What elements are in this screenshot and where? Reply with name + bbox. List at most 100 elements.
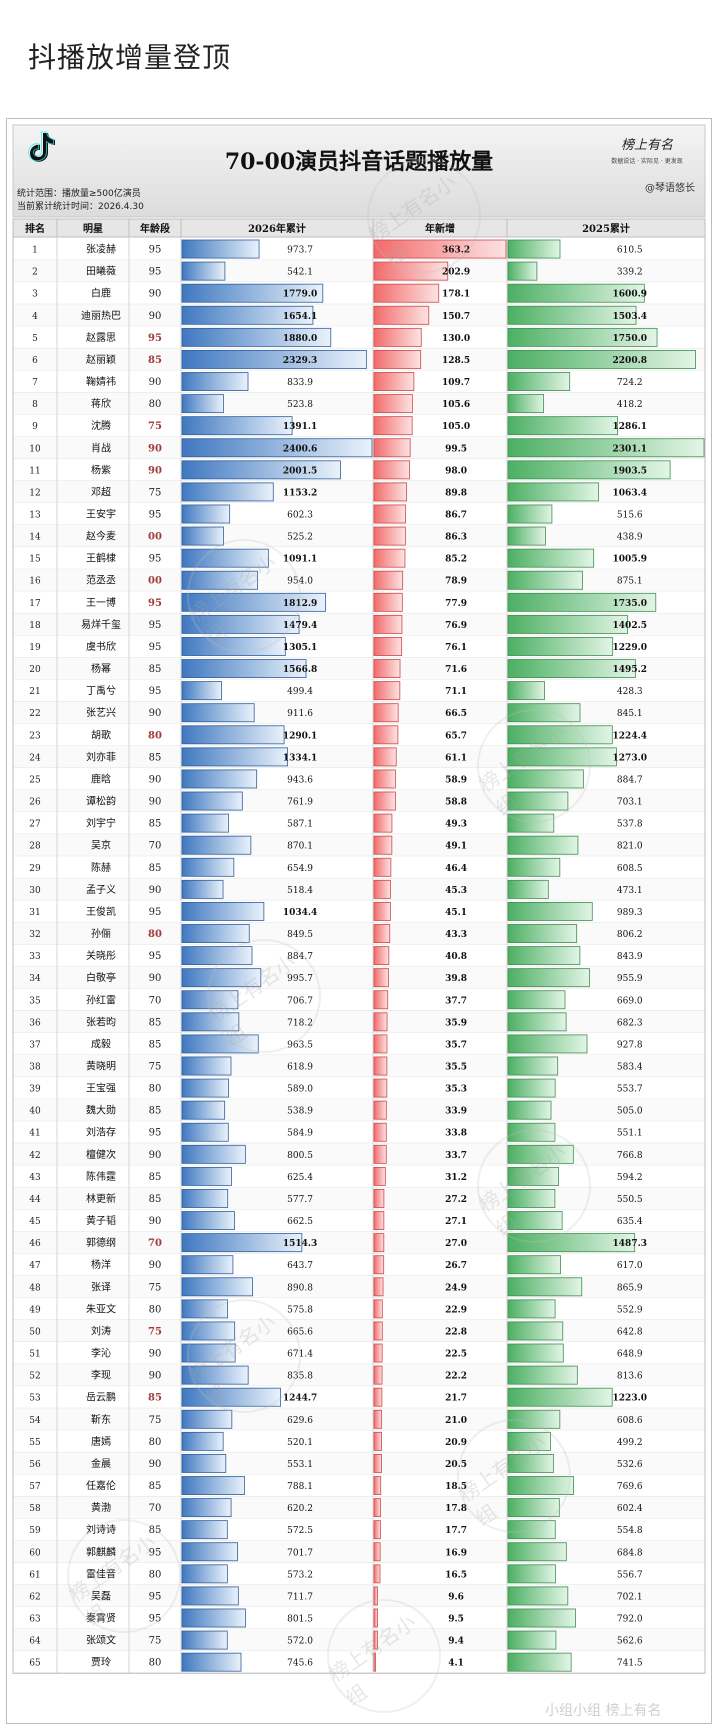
bar-year-added	[373, 1542, 381, 1562]
bar-2025-cumulative-label: 418.2	[617, 400, 643, 410]
bar-2025-cumulative-label: 1903.5	[613, 466, 647, 476]
bar-2026-cumulative-label: 963.5	[287, 1040, 313, 1050]
bar-2025-cumulative-label: 505.0	[617, 1107, 643, 1117]
star-name: 丁禹兮	[86, 684, 116, 697]
table-row: 57 任嘉伦 85 788.1 18.5 769.6	[13, 1474, 705, 1498]
bar-2025-cumulative-label: 499.2	[617, 1438, 643, 1448]
age-group: 90	[148, 443, 162, 454]
rank-label: 1	[32, 246, 38, 256]
bar-2025-cumulative-label: 1402.5	[613, 621, 647, 631]
rank-label: 22	[29, 709, 40, 719]
star-name: 郭德纲	[86, 1236, 116, 1249]
age-group: 70	[148, 1238, 162, 1249]
bar-2025-cumulative	[507, 1409, 561, 1429]
age-group: 80	[149, 1304, 162, 1315]
bar-2026-cumulative-label: 706.7	[287, 996, 313, 1006]
bar-2025-cumulative-label: 556.7	[617, 1570, 643, 1580]
table-row: 63 秦霄贤 95 801.5 9.5 792.0	[13, 1606, 705, 1630]
table-row: 1 张凌赫 95 973.7 363.2 610.5	[13, 238, 705, 261]
bar-2026-cumulative-label: 572.5	[287, 1526, 313, 1536]
column-header: 2025累计	[582, 222, 630, 235]
bar-2026-cumulative-label: 1566.8	[283, 665, 317, 675]
table-row: 8 蒋欣 80 523.8 105.6 418.2	[13, 392, 705, 416]
bar-2026-cumulative-label: 1391.1	[283, 422, 317, 432]
bar-year-added-label: 45.3	[445, 886, 467, 896]
bar-2025-cumulative-label: 642.8	[617, 1327, 643, 1337]
bar-2026-cumulative	[181, 504, 231, 524]
column-header: 明星	[83, 223, 103, 235]
bar-2026-cumulative	[181, 570, 258, 590]
bar-year-added	[373, 1365, 383, 1385]
table-row: 46 郭德纲 70 1514.3 27.0 1487.3	[13, 1231, 705, 1255]
bar-2025-cumulative	[507, 460, 671, 480]
bar-2025-cumulative	[507, 637, 614, 656]
age-group: 80	[149, 1569, 162, 1580]
bar-2026-cumulative	[181, 813, 229, 833]
bar-2026-cumulative	[181, 1520, 228, 1540]
bar-2026-cumulative-label: 643.7	[287, 1261, 313, 1271]
bar-2026-cumulative-label: 1654.1	[283, 312, 317, 322]
bar-2026-cumulative-label: 1334.1	[283, 753, 317, 763]
bar-year-added	[373, 1498, 381, 1518]
bar-2026-cumulative	[181, 1365, 249, 1385]
age-group: 80	[149, 1658, 162, 1669]
bar-year-added-label: 77.9	[445, 599, 467, 609]
table-row: 38 黄晓明 75 618.9 35.5 583.4	[13, 1054, 705, 1078]
table-row: 52 李现 90 835.8 22.2 813.6	[13, 1364, 705, 1387]
bar-2026-cumulative	[181, 1189, 229, 1208]
bar-2025-cumulative	[507, 902, 593, 921]
rank-label: 47	[29, 1261, 41, 1271]
bar-2025-cumulative	[507, 1608, 576, 1628]
rank-label: 52	[29, 1372, 40, 1382]
age-group: 95	[149, 267, 162, 278]
bar-year-added-label: 9.5	[448, 1615, 464, 1625]
bar-year-added-label: 39.8	[445, 974, 467, 984]
bar-2026-cumulative	[181, 239, 260, 259]
rank-label: 59	[29, 1526, 41, 1536]
bar-2025-cumulative-label: 1487.3	[613, 1239, 647, 1249]
bar-year-added-label: 27.1	[445, 1217, 467, 1227]
bar-2026-cumulative	[181, 1144, 246, 1164]
star-name: 金晨	[91, 1457, 111, 1470]
bar-year-added-label: 16.5	[445, 1570, 467, 1580]
rank-label: 29	[29, 864, 41, 874]
rank-label: 57	[29, 1482, 41, 1492]
bar-2026-cumulative-label: 525.2	[287, 533, 313, 543]
bar-2026-cumulative	[181, 879, 224, 899]
bar-year-added	[373, 416, 413, 436]
star-name: 陈赫	[91, 861, 111, 874]
bottom-watermark: 小组小组 榜上有名	[545, 1703, 662, 1719]
bar-2026-cumulative-label: 995.7	[287, 974, 313, 984]
bar-year-added-label: 17.7	[445, 1526, 467, 1536]
table-row: 23 胡歌 80 1290.1 65.7 1224.4	[13, 723, 705, 747]
bar-year-added-label: 35.5	[445, 1063, 467, 1073]
age-group: 90	[149, 377, 162, 388]
bar-2026-cumulative-label: 584.9	[287, 1129, 313, 1139]
age-group: 90	[149, 1349, 162, 1360]
star-name: 雷佳音	[86, 1567, 116, 1580]
rank-label: 60	[29, 1548, 41, 1558]
bar-2026-cumulative-label: 577.7	[287, 1195, 313, 1205]
bar-year-added	[373, 968, 389, 988]
bar-2025-cumulative-label: 703.1	[617, 798, 643, 808]
bar-2025-cumulative-label: 515.6	[617, 511, 643, 521]
bar-year-added	[373, 1564, 381, 1584]
star-name: 黄渤	[91, 1501, 111, 1514]
bar-2026-cumulative	[181, 349, 367, 369]
rank-label: 30	[29, 886, 41, 896]
bar-year-added	[373, 1387, 383, 1407]
bar-2026-cumulative	[181, 924, 250, 943]
bar-2025-cumulative	[507, 1012, 567, 1032]
bar-2025-cumulative-label: 2200.8	[613, 356, 647, 366]
bar-2025-cumulative-label: 813.6	[617, 1372, 643, 1382]
bar-year-added-label: 22.2	[445, 1372, 467, 1382]
table-row: 41 刘浩存 95 584.9 33.8 551.1	[13, 1121, 705, 1144]
bar-2025-cumulative	[507, 990, 566, 1010]
bar-2026-cumulative	[181, 1100, 226, 1120]
bar-2026-cumulative-label: 2329.3	[283, 356, 317, 366]
bar-2025-cumulative-label: 648.9	[617, 1350, 643, 1360]
table-row: 45 黄子韬 90 662.5 27.1 635.4	[13, 1209, 705, 1233]
bar-2025-cumulative	[507, 372, 571, 391]
bar-2025-cumulative	[507, 482, 599, 502]
bar-year-added-label: 20.5	[445, 1460, 467, 1470]
